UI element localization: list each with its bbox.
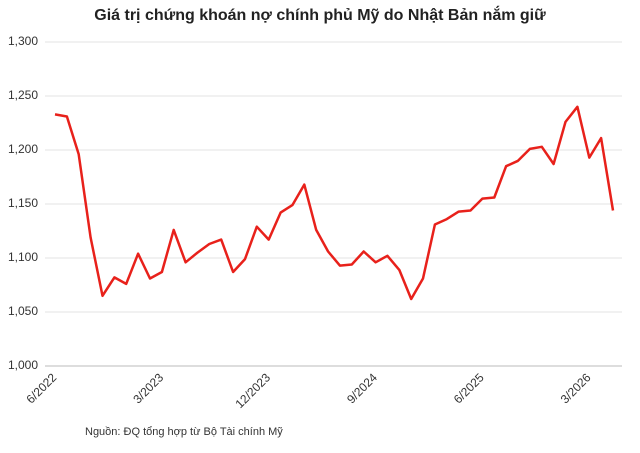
y-tick-label: 1,250: [8, 88, 38, 102]
x-tick-label: 3/2026: [558, 370, 594, 406]
chart-title: Giá trị chứng khoán nợ chính phủ Mỹ do N…: [94, 5, 546, 24]
y-tick-label: 1,300: [8, 34, 38, 48]
x-tick-label: 12/2023: [232, 370, 273, 411]
x-tick-label: 6/2022: [24, 370, 60, 406]
data-line: [54, 105, 615, 301]
source-note: Nguồn: ĐQ tổng hợp từ Bộ Tài chính Mỹ: [85, 426, 283, 438]
y-tick-label: 1,000: [8, 358, 38, 372]
y-tick-label: 1,100: [8, 250, 38, 264]
x-tick-label: 9/2024: [344, 370, 380, 406]
y-tick-label: 1,050: [8, 304, 38, 318]
x-tick-label: 6/2025: [451, 370, 487, 406]
x-tick-label: 3/2023: [130, 370, 166, 406]
y-tick-label: 1,200: [8, 142, 38, 156]
y-tick-label: 1,150: [8, 196, 38, 210]
